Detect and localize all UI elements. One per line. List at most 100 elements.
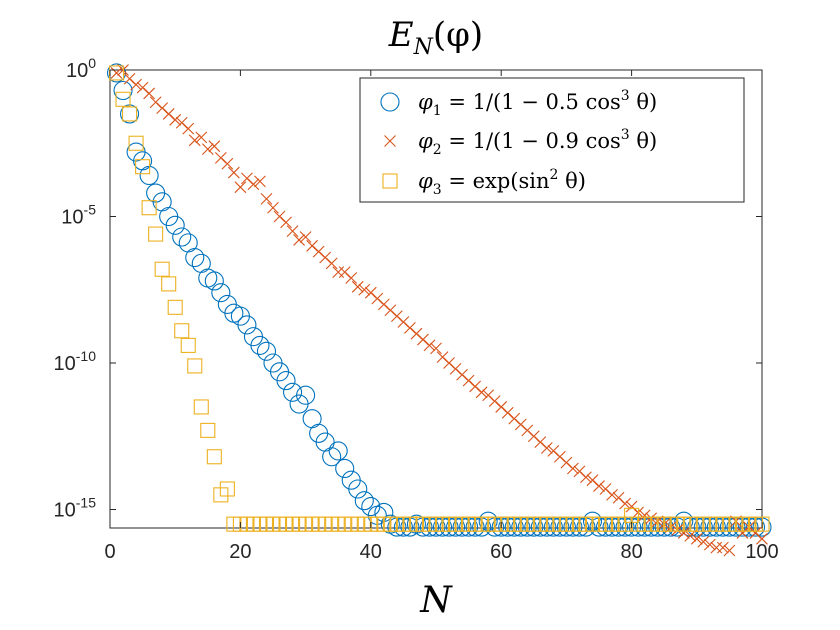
data-point bbox=[165, 215, 185, 235]
data-point bbox=[567, 462, 579, 475]
data-point bbox=[332, 266, 345, 279]
data-point bbox=[110, 67, 123, 79]
legend-marker bbox=[380, 92, 400, 112]
data-point bbox=[234, 181, 247, 194]
data-point bbox=[638, 509, 651, 522]
x-axis-ticks: 0 20 40 60 80 100 bbox=[104, 70, 779, 563]
data-point bbox=[325, 257, 338, 270]
data-point bbox=[195, 131, 208, 144]
data-point bbox=[475, 386, 488, 399]
data-point bbox=[219, 481, 235, 497]
y-tick-label: 100 bbox=[66, 55, 96, 82]
data-point bbox=[345, 272, 358, 284]
data-point bbox=[154, 261, 170, 277]
data-point bbox=[227, 166, 240, 179]
legend-label: φ2 = 1/(1 − 0.9 cos3 θ) bbox=[418, 127, 657, 158]
x-tick-label: 60 bbox=[490, 541, 512, 563]
data-point bbox=[254, 175, 266, 188]
data-point bbox=[141, 200, 157, 216]
data-point bbox=[328, 441, 348, 461]
data-point bbox=[200, 422, 216, 438]
data-point bbox=[174, 323, 190, 339]
x-axis-label: N bbox=[419, 580, 453, 621]
data-point bbox=[193, 399, 209, 415]
y-tick-label: 10-5 bbox=[61, 202, 96, 229]
legend: φ1 = 1/(1 − 0.5 cos3 θ) φ2 = 1/(1 − 0.9 c… bbox=[359, 77, 745, 203]
data-point bbox=[299, 231, 312, 243]
data-point bbox=[161, 276, 177, 292]
data-point bbox=[690, 532, 703, 545]
data-point bbox=[128, 135, 144, 151]
y-tick-label: 10-10 bbox=[54, 348, 97, 375]
y-axis-ticks: 100 10-5 10-10 10-15 bbox=[54, 55, 762, 522]
data-point bbox=[348, 479, 368, 499]
data-point bbox=[135, 159, 151, 175]
data-point bbox=[187, 358, 203, 374]
legend-marker bbox=[384, 135, 396, 147]
series-3 bbox=[108, 65, 770, 532]
data-point bbox=[143, 87, 156, 100]
data-point bbox=[710, 541, 723, 554]
data-point bbox=[115, 91, 131, 107]
legend-label: φ3 = exp(sin2 θ) bbox=[418, 167, 586, 198]
data-point bbox=[221, 157, 234, 170]
legend-box bbox=[359, 77, 745, 203]
data-point bbox=[723, 544, 736, 557]
data-point bbox=[256, 341, 277, 361]
data-point bbox=[293, 234, 305, 246]
x-tick-label: 40 bbox=[360, 541, 382, 563]
legend-label: φ1 = 1/(1 − 0.5 cos3 θ) bbox=[418, 88, 657, 119]
data-point bbox=[130, 78, 142, 91]
data-point bbox=[182, 122, 195, 135]
data-point bbox=[351, 280, 364, 293]
legend-entries: φ1 = 1/(1 − 0.5 cos3 θ) φ2 = 1/(1 − 0.9 c… bbox=[380, 88, 657, 198]
data-point bbox=[185, 247, 205, 268]
series-layer bbox=[106, 63, 772, 557]
legend-marker bbox=[382, 173, 398, 189]
data-point bbox=[237, 315, 257, 335]
data-point bbox=[286, 225, 299, 238]
data-point bbox=[122, 106, 138, 122]
data-point bbox=[580, 471, 592, 484]
chart-title: EN(φ) bbox=[388, 15, 483, 60]
data-point bbox=[430, 342, 442, 355]
series-2 bbox=[110, 64, 768, 557]
data-point bbox=[703, 538, 716, 551]
data-point bbox=[335, 458, 355, 479]
data-point bbox=[593, 480, 605, 492]
x-tick-label: 20 bbox=[229, 541, 251, 563]
data-point bbox=[684, 529, 697, 542]
data-point bbox=[267, 201, 279, 214]
data-point bbox=[276, 371, 296, 391]
data-point bbox=[201, 143, 214, 155]
data-point bbox=[211, 283, 231, 303]
data-point bbox=[756, 532, 768, 545]
data-point bbox=[716, 541, 729, 554]
data-point bbox=[180, 337, 196, 353]
data-point bbox=[606, 488, 618, 501]
data-point bbox=[296, 385, 316, 405]
data-point bbox=[167, 299, 183, 315]
data-point bbox=[247, 178, 260, 191]
data-point bbox=[280, 216, 292, 229]
data-point bbox=[250, 335, 270, 355]
data-point bbox=[113, 80, 133, 101]
data-point bbox=[697, 535, 710, 548]
data-point bbox=[204, 271, 224, 291]
data-point bbox=[260, 193, 273, 205]
data-point bbox=[322, 447, 342, 467]
data-point bbox=[619, 497, 631, 510]
data-point bbox=[677, 527, 690, 539]
data-point bbox=[354, 491, 374, 511]
y-tick-label: 10-15 bbox=[54, 495, 97, 522]
data-point bbox=[358, 283, 371, 296]
data-point bbox=[169, 113, 182, 126]
data-point bbox=[188, 134, 201, 147]
x-tick-label: 80 bbox=[620, 541, 642, 563]
data-point bbox=[754, 516, 770, 532]
data-point bbox=[540, 442, 553, 454]
data-point bbox=[148, 226, 164, 242]
data-point bbox=[423, 339, 436, 352]
data-point bbox=[206, 449, 222, 465]
